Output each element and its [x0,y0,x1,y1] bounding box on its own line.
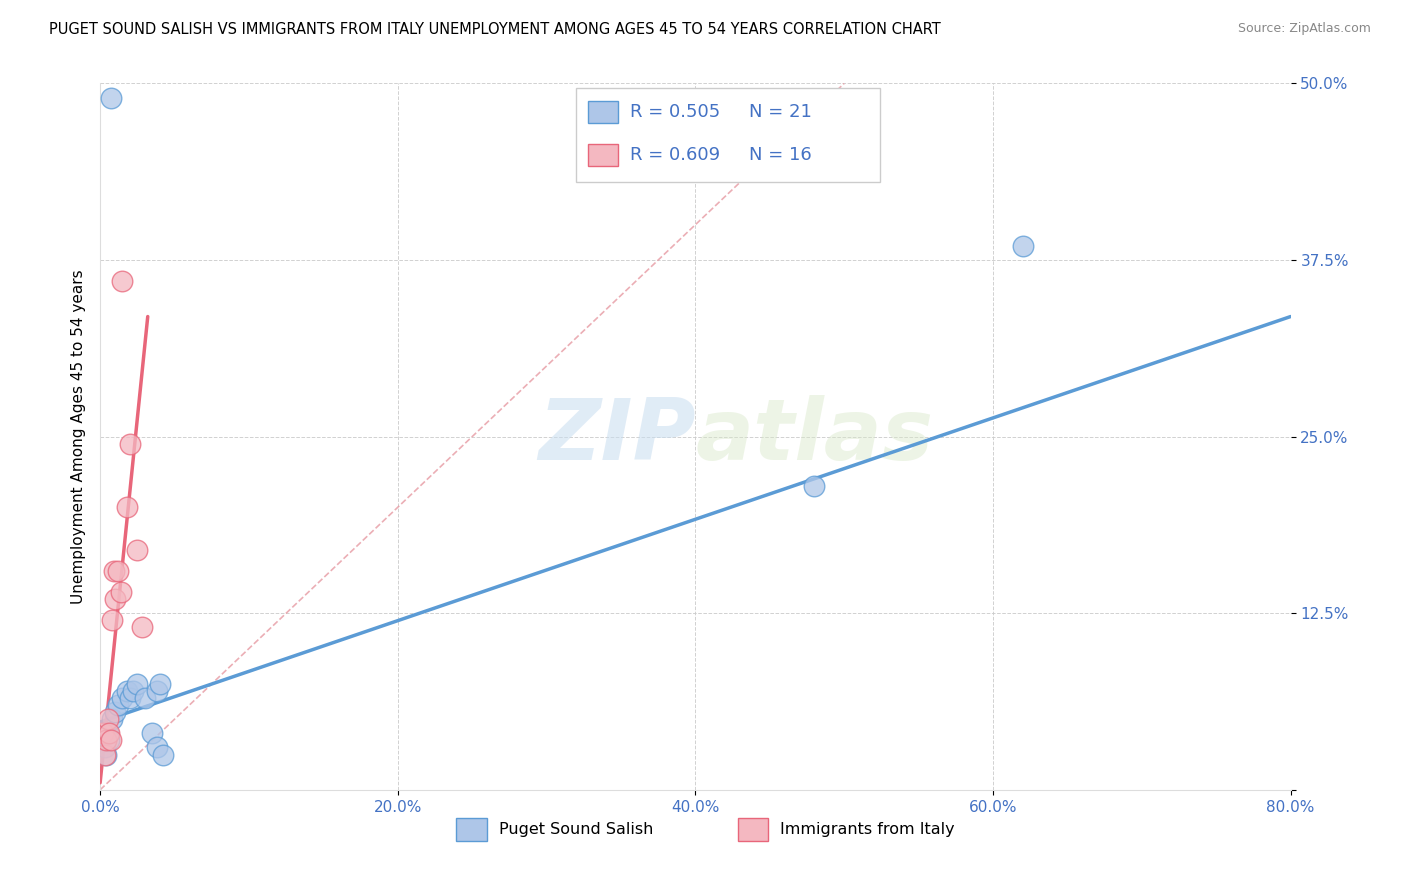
Point [111,274,134,288]
Point [145,740,167,755]
Point [118,691,141,706]
Point [152,747,174,762]
Point [803,479,825,493]
Text: PUGET SOUND SALISH VS IMMIGRANTS FROM ITALY UNEMPLOYMENT AMONG AGES 45 TO 54 YEA: PUGET SOUND SALISH VS IMMIGRANTS FROM IT… [49,22,941,37]
Point [93,747,115,762]
Point [98,726,121,740]
Point [141,726,163,740]
Text: R = 0.505: R = 0.505 [630,103,720,121]
Text: N = 21: N = 21 [749,103,813,121]
Point [127,542,149,557]
Point [149,677,172,691]
Text: atlas: atlas [696,395,934,478]
Point [111,691,134,706]
Point [145,684,167,698]
Point [98,733,121,747]
Point [131,620,153,634]
Point [104,705,127,719]
Point [101,712,124,726]
Point [100,90,122,104]
Point [94,747,117,762]
Point [134,691,156,706]
Text: Immigrants from Italy: Immigrants from Italy [780,822,955,838]
Point [101,613,124,627]
Text: R = 0.609: R = 0.609 [630,145,720,164]
Point [97,726,120,740]
Point [121,684,143,698]
Point [93,740,115,755]
Point [118,436,141,450]
Text: N = 16: N = 16 [749,145,813,164]
Point [127,677,149,691]
Point [100,733,122,747]
Point [107,564,129,578]
Point [94,733,117,747]
Point [1011,239,1033,253]
Point [104,592,127,607]
Text: Puget Sound Salish: Puget Sound Salish [499,822,652,838]
Point [97,712,120,726]
Text: Source: ZipAtlas.com: Source: ZipAtlas.com [1237,22,1371,36]
Point [103,564,125,578]
Text: ZIP: ZIP [537,395,696,478]
Y-axis label: Unemployment Among Ages 45 to 54 years: Unemployment Among Ages 45 to 54 years [72,269,86,604]
Point [110,585,132,599]
Point [115,684,138,698]
Point [91,726,114,740]
Point [115,500,138,515]
Point [107,698,129,712]
